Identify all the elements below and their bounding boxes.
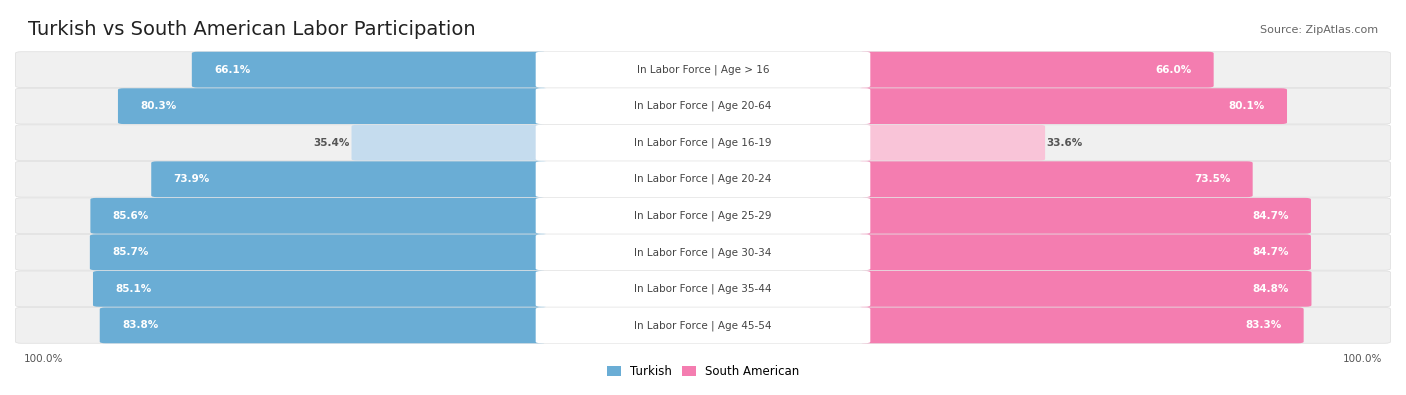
Text: In Labor Force | Age 16-19: In Labor Force | Age 16-19 [634,137,772,148]
Text: In Labor Force | Age 35-44: In Labor Force | Age 35-44 [634,284,772,294]
Text: 84.8%: 84.8% [1253,284,1289,294]
Text: 73.5%: 73.5% [1194,174,1230,184]
Text: In Labor Force | Age 30-34: In Labor Force | Age 30-34 [634,247,772,258]
Text: 85.1%: 85.1% [115,284,152,294]
Text: 83.3%: 83.3% [1244,320,1281,330]
Text: 66.1%: 66.1% [214,65,250,75]
Text: 100.0%: 100.0% [24,354,63,363]
Text: 80.1%: 80.1% [1229,101,1264,111]
Text: 83.8%: 83.8% [122,320,159,330]
Text: 84.7%: 84.7% [1251,247,1288,257]
Text: 100.0%: 100.0% [1343,354,1382,363]
Text: 84.7%: 84.7% [1251,211,1288,221]
Text: In Labor Force | Age 25-29: In Labor Force | Age 25-29 [634,211,772,221]
Text: 73.9%: 73.9% [174,174,209,184]
Text: 85.6%: 85.6% [112,211,149,221]
Text: In Labor Force | Age 20-64: In Labor Force | Age 20-64 [634,101,772,111]
Text: 85.7%: 85.7% [112,247,149,257]
Text: Source: ZipAtlas.com: Source: ZipAtlas.com [1260,24,1378,35]
Text: 80.3%: 80.3% [141,101,177,111]
Text: Turkish vs South American Labor Participation: Turkish vs South American Labor Particip… [28,20,475,39]
Text: 66.0%: 66.0% [1154,65,1191,75]
Text: In Labor Force | Age > 16: In Labor Force | Age > 16 [637,64,769,75]
Text: 35.4%: 35.4% [314,138,350,148]
Text: 33.6%: 33.6% [1046,138,1083,148]
Text: In Labor Force | Age 20-24: In Labor Force | Age 20-24 [634,174,772,184]
Legend: Turkish, South American: Turkish, South American [602,361,804,383]
Text: In Labor Force | Age 45-54: In Labor Force | Age 45-54 [634,320,772,331]
